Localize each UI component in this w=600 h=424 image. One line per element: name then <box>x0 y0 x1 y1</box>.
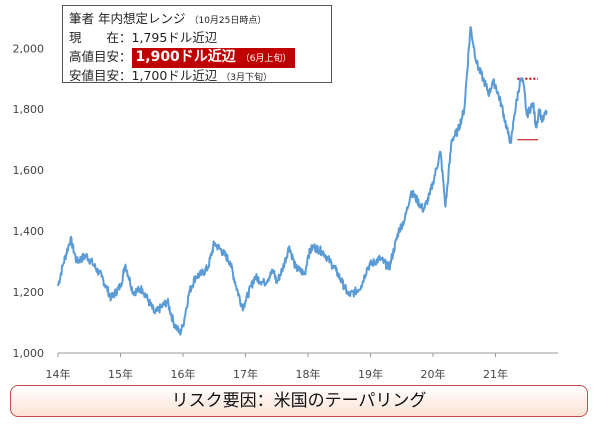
y-axis: 1,000 1,200 1,400 1,600 1,800 2,000 <box>13 42 45 360</box>
x-axis: 14年 15年 16年 17年 18年 19年 20年 21年 <box>46 353 508 381</box>
forecast-range-box: 筆者 年内想定レンジ （10月25日時点） 現 在：1,795ドル近辺 高値目安… <box>62 5 332 83</box>
forecast-title-note: （10月25日時点） <box>189 16 267 26</box>
x-tick-label: 21年 <box>483 367 508 381</box>
x-tick-label: 16年 <box>171 367 196 381</box>
current-row: 現 在：1,795ドル近辺 <box>69 28 325 47</box>
forecast-title-row: 筆者 年内想定レンジ （10月25日時点） <box>69 9 325 28</box>
y-tick-label: 1,600 <box>13 164 45 177</box>
y-tick-label: 1,800 <box>13 103 45 116</box>
high-label: 高値目安： <box>69 49 132 64</box>
risk-factor-banner: リスク要因：米国のテーパリング <box>10 385 588 417</box>
low-label: 安値目安： <box>69 68 132 83</box>
high-note: （6月上旬） <box>240 53 292 64</box>
y-tick-label: 1,200 <box>13 286 45 299</box>
low-note: （3月下旬） <box>221 73 273 83</box>
current-label: 現 在： <box>69 30 132 45</box>
current-value: 1,795ドル近辺 <box>131 30 218 45</box>
y-tick-label: 2,000 <box>13 42 45 55</box>
x-tick-label: 19年 <box>358 367 383 381</box>
x-tick-label: 14年 <box>46 367 71 381</box>
low-row: 安値目安：1,700ドル近辺 （3月下旬） <box>69 66 325 85</box>
high-row: 高値目安： 1,900ドル近辺 （6月上旬） <box>69 47 325 68</box>
high-value: 1,900ドル近辺 <box>135 48 236 65</box>
price-line <box>57 26 548 336</box>
x-tick-label: 20年 <box>421 367 446 381</box>
x-tick-label: 15年 <box>108 367 133 381</box>
range-annotations <box>517 77 538 141</box>
x-tick-label: 18年 <box>296 367 321 381</box>
low-value: 1,700ドル近辺 <box>131 68 218 83</box>
forecast-title: 筆者 年内想定レンジ <box>69 11 186 26</box>
y-tick-label: 1,000 <box>13 347 45 360</box>
high-value-badge: 1,900ドル近辺 （6月上旬） <box>131 47 296 68</box>
x-tick-label: 17年 <box>233 367 258 381</box>
y-tick-label: 1,400 <box>13 225 45 238</box>
